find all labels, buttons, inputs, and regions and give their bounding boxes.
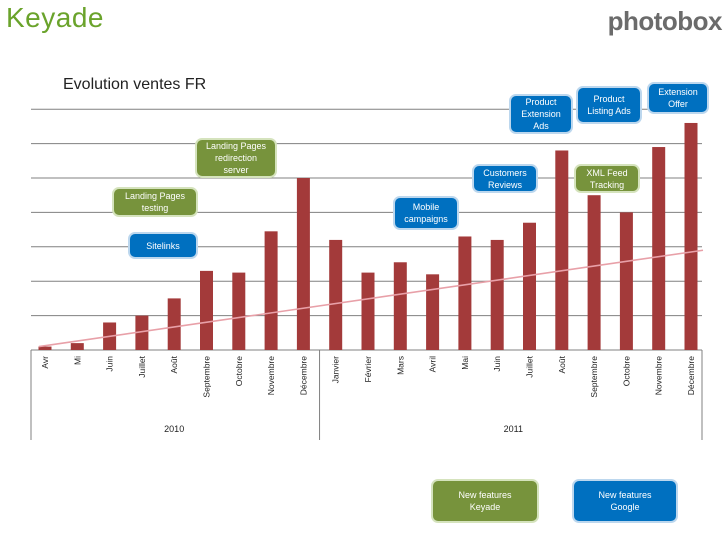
bar — [684, 122, 698, 351]
annotation-product-listing-ads: Product Listing Ads — [576, 86, 642, 124]
x-tick-label: Octobre — [621, 356, 631, 387]
x-tick-label: Septembre — [202, 356, 212, 398]
x-tick-label: Avril — [428, 356, 438, 372]
x-tick-label: Janvier — [331, 356, 341, 384]
bar — [296, 178, 310, 350]
x-tick-label: Novembre — [266, 356, 276, 395]
bar — [329, 239, 343, 350]
x-tick-label: Février — [363, 356, 373, 383]
x-tick-label: Décembre — [298, 356, 308, 395]
annotation-product-extension-ads: Product Extension Ads — [509, 94, 573, 134]
x-tick-label: Juin — [492, 356, 502, 372]
x-tick-label: Décembre — [686, 356, 696, 395]
bar — [523, 222, 536, 350]
chart-title: Evolution ventes FR — [63, 76, 207, 93]
x-tick-label: Juillet — [525, 355, 535, 377]
year-label: 2011 — [504, 424, 523, 434]
x-tick-label: Juin — [105, 356, 115, 372]
bar — [38, 346, 52, 350]
bar — [619, 212, 633, 350]
x-tick-label: Mi — [72, 356, 82, 365]
x-tick-label: Avr — [40, 356, 50, 369]
bar — [555, 150, 569, 350]
x-tick-label: Août — [557, 355, 567, 373]
keyade-logo: Keyade — [6, 2, 104, 33]
x-tick-label: Mars — [395, 356, 405, 375]
trend-line — [38, 249, 704, 348]
bar — [232, 272, 246, 350]
x-tick-label: Novembre — [654, 356, 664, 395]
x-tick-label: Mai — [460, 356, 470, 370]
bar — [652, 147, 666, 350]
x-tick-label: Septembre — [589, 356, 599, 398]
annotation-landing-pages-redirection: Landing Pages redirection server — [195, 138, 277, 178]
bar — [135, 315, 149, 350]
bar — [70, 343, 84, 350]
photobox-logo: photobox — [607, 6, 723, 36]
annotation-customers-reviews: Customers Reviews — [472, 164, 538, 193]
legend-new-features-keyade: New features Keyade — [431, 479, 539, 523]
annotation-sitelinks: Sitelinks — [128, 232, 198, 259]
annotation-xml-feed-tracking: XML Feed Tracking — [574, 164, 640, 193]
annotation-landing-pages-testing: Landing Pages testing — [112, 187, 198, 217]
legend-new-features-google: New features Google — [572, 479, 678, 523]
bar — [200, 270, 213, 350]
bar — [458, 236, 472, 350]
bar — [426, 274, 440, 350]
bar — [587, 195, 601, 350]
x-tick-label: Octobre — [234, 356, 244, 387]
year-label: 2010 — [164, 424, 184, 434]
annotation-mobile-campaigns: Mobile campaigns — [393, 196, 459, 230]
bar — [490, 239, 504, 350]
bar — [393, 262, 407, 350]
bar — [264, 231, 278, 350]
x-tick-label: Août — [169, 355, 179, 373]
annotation-extension-offer: Extension Offer — [647, 82, 709, 114]
x-tick-label: Juillet — [137, 355, 147, 377]
bar — [361, 272, 375, 350]
bar — [167, 298, 181, 350]
